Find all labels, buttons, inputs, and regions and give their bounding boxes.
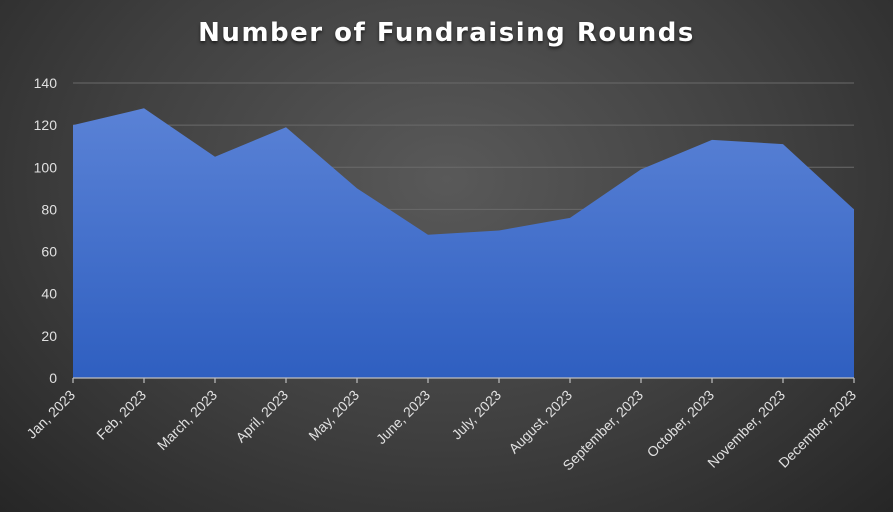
x-tick-label: March, 2023 [154, 387, 220, 453]
x-tick-label: Jan, 2023 [23, 387, 78, 442]
axes [72, 377, 855, 383]
y-tick-label: 140 [34, 75, 58, 91]
chart-title: Number of Fundraising Rounds [198, 18, 695, 48]
x-tick-label: Feb, 2023 [93, 387, 149, 443]
x-tick-label: May, 2023 [305, 387, 362, 444]
y-tick-label: 80 [41, 201, 57, 217]
y-tick-label: 0 [49, 370, 57, 386]
x-tick-label: December, 2023 [775, 387, 859, 471]
y-tick-label: 40 [41, 286, 57, 302]
y-tick-label: 120 [34, 117, 58, 133]
x-tick-label: October, 2023 [644, 387, 718, 461]
x-tick-label: July, 2023 [448, 387, 504, 443]
x-tick-label: August, 2023 [505, 387, 575, 457]
y-tick-label: 100 [34, 159, 58, 175]
area-series [73, 108, 854, 379]
y-tick-label: 20 [41, 328, 57, 344]
x-tick-label: June, 2023 [373, 387, 433, 447]
y-tick-label: 60 [41, 244, 57, 260]
area-series-fill [73, 108, 854, 379]
x-tick-label: April, 2023 [232, 387, 291, 446]
